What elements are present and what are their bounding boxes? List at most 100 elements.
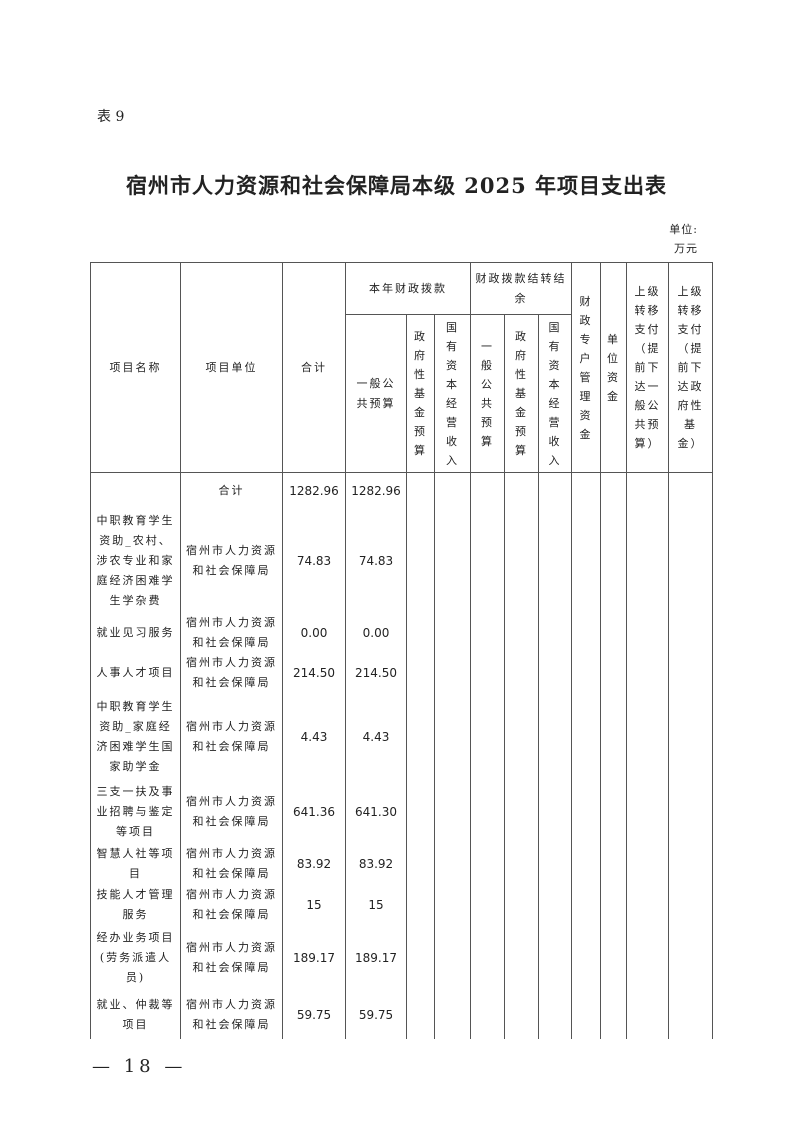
empty-cell — [571, 652, 601, 693]
empty-cell — [626, 508, 669, 613]
header-special-account: 财政专户管理资金 — [571, 262, 601, 473]
project-expenditure-table: 项目名称 项目单位 合计 本年财政拨款 财政拨款结转结余 财政专户管理资金 单位… — [90, 262, 713, 1039]
empty-cell — [470, 472, 505, 509]
header-gov-fund: 政府性基金预算 — [406, 314, 435, 473]
empty-cell — [434, 842, 471, 885]
empty-cell — [571, 842, 601, 885]
empty-cell — [600, 991, 627, 1039]
empty-cell — [470, 991, 505, 1039]
empty-cell — [571, 472, 601, 509]
unit-line-1: 单位: — [669, 223, 698, 236]
project-name-cell: 就业见习服务 — [90, 612, 181, 653]
total-cell: 0.00 — [282, 612, 346, 653]
header-c-general-budget: 一般公共预算 — [470, 314, 505, 473]
project-unit-cell: 宿州市人力资源和社会保障局 — [180, 612, 283, 653]
empty-cell — [668, 508, 713, 613]
empty-cell — [626, 652, 669, 693]
header-unit: 项目单位 — [180, 262, 283, 473]
total-cell: 214.50 — [282, 652, 346, 693]
table-row: 中职教育学生资助_家庭经济困难学生国家助学金 宿州市人力资源和社会保障局 4.43 4… — [90, 692, 713, 781]
project-unit-cell: 宿州市人力资源和社会保障局 — [180, 780, 283, 843]
empty-cell — [504, 924, 539, 992]
general-budget-cell: 1282.96 — [345, 472, 407, 509]
header-c-gov-fund: 政府性基金预算 — [504, 314, 539, 473]
project-unit-cell: 宿州市人力资源和社会保障局 — [180, 884, 283, 925]
empty-cell — [504, 472, 539, 509]
empty-cell — [626, 472, 669, 509]
table-row: 智慧人社等项目 宿州市人力资源和社会保障局 83.92 83.92 — [90, 842, 713, 885]
empty-cell — [538, 652, 572, 693]
empty-cell — [406, 508, 435, 613]
empty-cell — [434, 652, 471, 693]
total-cell: 4.43 — [282, 692, 346, 781]
project-unit-cell: 宿州市人力资源和社会保障局 — [180, 508, 283, 613]
empty-cell — [470, 780, 505, 843]
empty-cell — [538, 842, 572, 885]
empty-cell — [571, 924, 601, 992]
empty-cell — [626, 924, 669, 992]
empty-cell — [434, 692, 471, 781]
empty-cell — [600, 842, 627, 885]
project-unit-cell: 合计 — [180, 472, 283, 509]
empty-cell — [406, 652, 435, 693]
empty-cell — [538, 884, 572, 925]
empty-cell — [406, 924, 435, 992]
empty-cell — [406, 612, 435, 653]
project-unit-cell: 宿州市人力资源和社会保障局 — [180, 842, 283, 885]
empty-cell — [470, 924, 505, 992]
table-row: 就业、仲裁等项目 宿州市人力资源和社会保障局 59.75 59.75 — [90, 991, 713, 1039]
general-budget-cell: 641.30 — [345, 780, 407, 843]
empty-cell — [600, 612, 627, 653]
header-general-budget: 一般公共预算 — [345, 314, 407, 473]
empty-cell — [668, 842, 713, 885]
empty-cell — [600, 472, 627, 509]
unit-line-2: 万元 — [674, 242, 698, 255]
total-cell: 74.83 — [282, 508, 346, 613]
general-budget-cell: 15 — [345, 884, 407, 925]
empty-cell — [470, 612, 505, 653]
empty-cell — [571, 780, 601, 843]
empty-cell — [406, 991, 435, 1039]
empty-cell — [571, 991, 601, 1039]
empty-cell — [600, 508, 627, 613]
table-body: 合计 1282.96 1282.96 中职教育学生资助_农村、涉农专业和家庭经济困难学… — [90, 472, 713, 1039]
table-row: 就业见习服务 宿州市人力资源和社会保障局 0.00 0.00 — [90, 612, 713, 653]
project-unit-cell: 宿州市人力资源和社会保障局 — [180, 991, 283, 1039]
project-unit-cell: 宿州市人力资源和社会保障局 — [180, 692, 283, 781]
empty-cell — [406, 842, 435, 885]
header-unit-funds: 单位资金 — [600, 262, 627, 473]
empty-cell — [504, 842, 539, 885]
project-name-cell: 三支一扶及事业招聘与鉴定等项目 — [90, 780, 181, 843]
empty-cell — [668, 612, 713, 653]
empty-cell — [668, 780, 713, 843]
general-budget-cell: 59.75 — [345, 991, 407, 1039]
header-name: 项目名称 — [90, 262, 181, 473]
total-cell: 15 — [282, 884, 346, 925]
empty-cell — [406, 472, 435, 509]
empty-cell — [470, 652, 505, 693]
table-row: 三支一扶及事业招聘与鉴定等项目 宿州市人力资源和社会保障局 641.36 641.30 — [90, 780, 713, 843]
empty-cell — [470, 884, 505, 925]
empty-cell — [668, 652, 713, 693]
total-cell: 641.36 — [282, 780, 346, 843]
empty-cell — [668, 472, 713, 509]
empty-cell — [470, 692, 505, 781]
empty-cell — [504, 692, 539, 781]
total-cell: 59.75 — [282, 991, 346, 1039]
empty-cell — [571, 884, 601, 925]
empty-cell — [668, 991, 713, 1039]
general-budget-cell: 83.92 — [345, 842, 407, 885]
header-transfer-general: 上级转移支付（提前下达一般公共预算） — [626, 262, 669, 473]
project-name-cell: 人事人才项目 — [90, 652, 181, 693]
empty-cell — [668, 924, 713, 992]
table-row: 中职教育学生资助_农村、涉农专业和家庭经济困难学生学杂费 宿州市人力资源和社会保障… — [90, 508, 713, 613]
project-unit-cell: 宿州市人力资源和社会保障局 — [180, 924, 283, 992]
general-budget-cell: 4.43 — [345, 692, 407, 781]
empty-cell — [600, 780, 627, 843]
empty-cell — [434, 924, 471, 992]
empty-cell — [538, 692, 572, 781]
empty-cell — [434, 508, 471, 613]
header-carryover: 财政拨款结转结余 — [470, 262, 572, 315]
table-row: 人事人才项目 宿州市人力资源和社会保障局 214.50 214.50 — [90, 652, 713, 693]
